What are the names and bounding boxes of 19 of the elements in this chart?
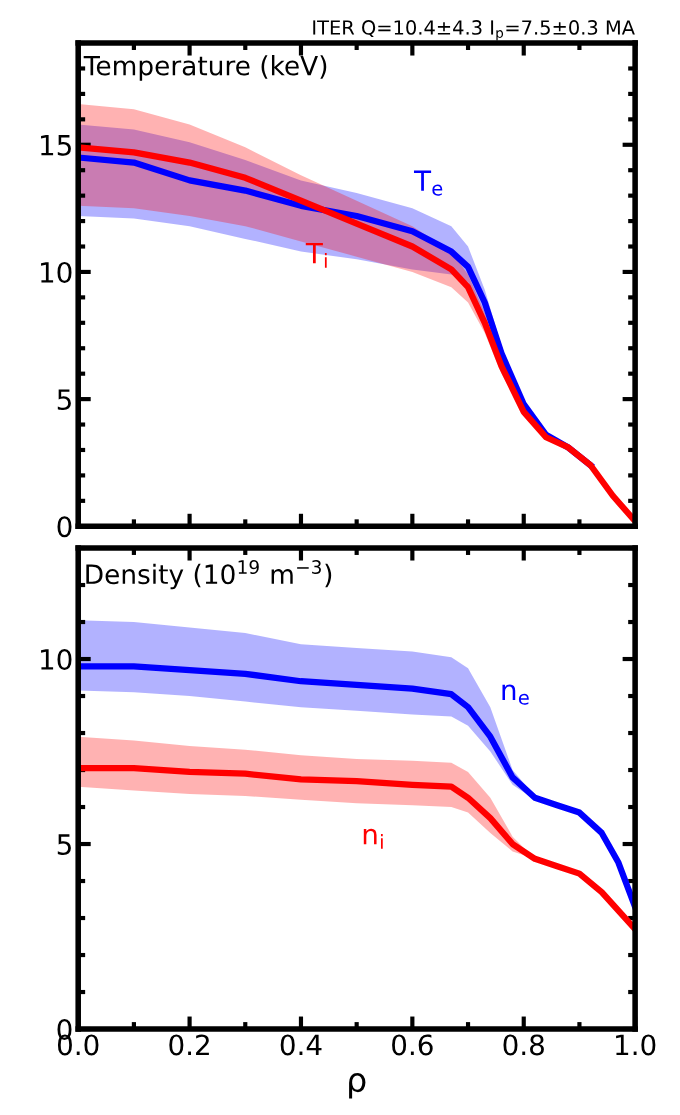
y-tick-label: 5: [57, 834, 71, 855]
chart-title: ITER Q=10.4±4.3 I$_{p}$=7.5±0.3 MA: [313, 20, 635, 41]
y-axis-title: Density (10$^{19}$ m$^{−3}$): [86, 560, 332, 590]
y-tick-label: 0: [57, 516, 72, 538]
y-tick-label: 10: [41, 648, 72, 670]
x-tick-label: 1.0: [616, 1034, 656, 1056]
y-tick-label: 15: [41, 135, 71, 156]
x-axis-title: ρ: [349, 1073, 366, 1099]
series-label: T$_{i}$: [305, 243, 327, 268]
x-tick-label: 0.8: [503, 1034, 544, 1056]
y-tick-label: 10: [41, 261, 72, 283]
series-label: n$_{i}$: [363, 828, 383, 849]
y-tick-label: 5: [57, 389, 71, 411]
series-label: T$_{e}$: [413, 170, 443, 196]
x-tick-label: 0.4: [280, 1034, 322, 1056]
y-axis-title: Temperature (keV): [83, 55, 327, 81]
x-tick-label: 0.2: [169, 1034, 209, 1056]
x-tick-label: 0.6: [392, 1034, 433, 1056]
series-label: n$_{e}$: [502, 684, 529, 705]
